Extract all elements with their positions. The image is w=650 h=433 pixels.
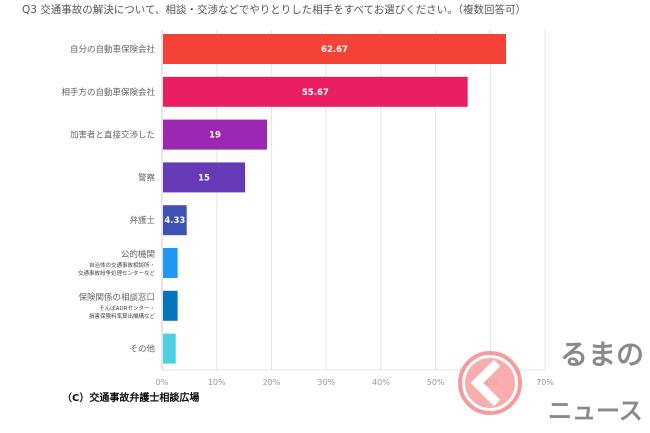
category-label: その他 (129, 344, 155, 355)
x-tick-label: 20% (263, 378, 281, 387)
x-tick-label: 30% (317, 378, 335, 387)
watermark-line2: ニュース (548, 397, 643, 425)
x-tick-label: 50% (427, 378, 445, 387)
bar-value-label: 15 (198, 173, 210, 183)
watermark-line1: るまの (560, 338, 645, 371)
category-sublabel: そんぽADRセンター・ (99, 304, 155, 312)
category-sublabel: 自治体の交通事故相談所・ (89, 261, 155, 269)
category-sublabel: 交通事故紛争処理センターなど (78, 269, 156, 277)
category-sublabel: 損害保険料率算出機構など (89, 312, 156, 320)
credit-text: （C）交通事故弁護士相談広場 (62, 393, 200, 404)
x-tick-label: 0% (156, 378, 169, 387)
bar-value-label: 55.67 (302, 88, 329, 98)
category-label: 弁護士 (129, 215, 155, 226)
bar (163, 76, 468, 107)
bar (163, 290, 178, 321)
category-label: 保険関係の相談窓口 (78, 292, 155, 303)
bar (163, 205, 187, 236)
bar (163, 333, 176, 364)
x-tick-label: 70% (536, 378, 554, 387)
category-label: 自分の自動車保険会社 (70, 44, 156, 55)
bar (163, 119, 267, 150)
bar (163, 248, 178, 278)
x-tick-label: 10% (208, 378, 226, 387)
category-label: 公的機関 (121, 249, 155, 260)
kuruma-news-logo-icon (458, 351, 522, 415)
bar-value-label: 19 (209, 131, 221, 141)
bar (163, 162, 246, 193)
bar (163, 34, 506, 64)
category-label: 加害者と直接交渉した (70, 130, 155, 141)
category-label: 相手方の自動車保険会社 (61, 87, 155, 98)
bar-value-label: 62.67 (321, 45, 348, 55)
chart-title: Q3 交通事故の解決について、相談・交渉などでやりとりした相手をすべてお選びくだ… (22, 4, 527, 16)
category-label: 警察 (138, 172, 156, 183)
x-tick-label: 40% (372, 378, 390, 387)
bar-value-label: 4.33 (164, 216, 185, 226)
